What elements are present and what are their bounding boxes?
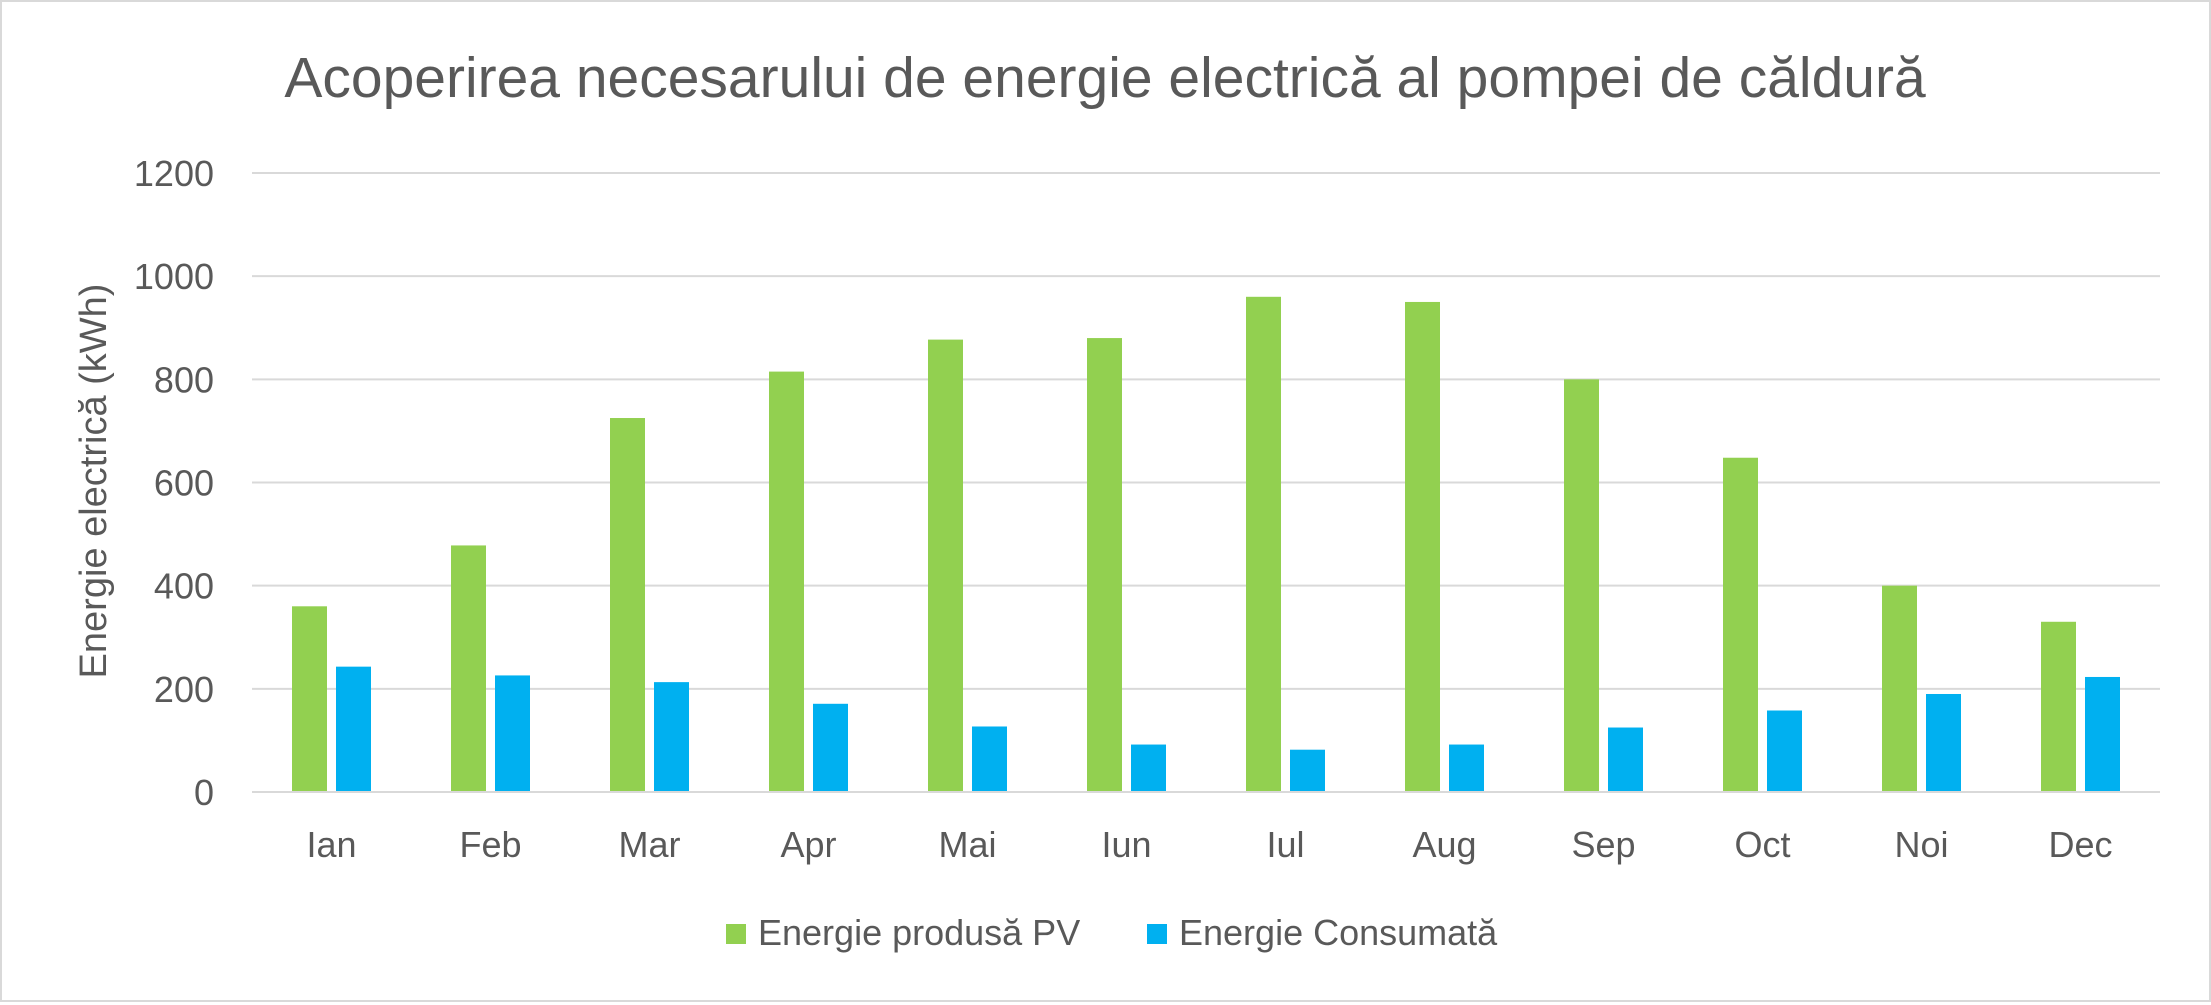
- bar-energie-consumata: [813, 703, 848, 792]
- x-tick-label: Sep: [1571, 824, 1635, 865]
- x-tick-label: Iun: [1101, 824, 1151, 865]
- bar-energie-produsa-pv: [2041, 621, 2076, 792]
- y-tick-label: 400: [154, 566, 214, 607]
- bar-energie-consumata: [1608, 727, 1643, 792]
- bar-energie-consumata: [495, 675, 530, 792]
- bar-energie-produsa-pv: [769, 371, 804, 792]
- legend-swatch: [726, 924, 746, 944]
- y-tick-label: 200: [154, 669, 214, 710]
- bar-energie-produsa-pv: [1087, 338, 1122, 792]
- y-axis-ticks: 0 200 400 600 800 1000 1200: [134, 153, 214, 813]
- y-tick-label: 0: [194, 772, 214, 813]
- bar-energie-consumata: [654, 682, 689, 792]
- x-axis-ticks: Ian Feb Mar Apr Mai Iun Iul Aug Sep Oct Noi Dec: [306, 824, 2112, 865]
- x-tick-label: Aug: [1412, 824, 1476, 865]
- legend-label: Energie produsă PV: [758, 912, 1080, 953]
- gridlines: [252, 172, 2160, 690]
- bars: [292, 296, 2120, 792]
- bar-energie-consumata: [1767, 710, 1802, 792]
- y-tick-label: 800: [154, 359, 214, 400]
- y-axis-title: Energie electrică (kWh): [73, 284, 115, 679]
- legend-swatch: [1147, 924, 1167, 944]
- bar-energie-produsa-pv: [292, 606, 327, 792]
- bar-energie-consumata: [1131, 744, 1166, 792]
- x-tick-label: Iul: [1266, 824, 1304, 865]
- x-tick-label: Apr: [780, 824, 836, 865]
- bar-energie-consumata: [336, 666, 371, 792]
- x-tick-label: Feb: [459, 824, 521, 865]
- bar-energie-produsa-pv: [1246, 296, 1281, 792]
- bar-energie-produsa-pv: [451, 545, 486, 792]
- bar-energie-produsa-pv: [928, 339, 963, 792]
- legend: Energie produsă PV Energie Consumată: [726, 912, 1498, 953]
- y-tick-label: 1200: [134, 153, 214, 194]
- x-tick-label: Noi: [1894, 824, 1948, 865]
- x-tick-label: Mai: [938, 824, 996, 865]
- bar-energie-produsa-pv: [1405, 301, 1440, 792]
- bar-energie-consumata: [1926, 693, 1961, 792]
- x-tick-label: Ian: [306, 824, 356, 865]
- bar-energie-consumata: [1449, 744, 1484, 792]
- bar-energie-produsa-pv: [1882, 585, 1917, 792]
- legend-label: Energie Consumată: [1179, 912, 1498, 953]
- bar-energie-consumata: [2085, 676, 2120, 792]
- bar-energie-produsa-pv: [610, 418, 645, 792]
- chart-title: Acoperirea necesarului de energie electr…: [284, 46, 1926, 110]
- bar-energie-produsa-pv: [1564, 379, 1599, 792]
- bar-energie-produsa-pv: [1723, 457, 1758, 792]
- x-tick-label: Oct: [1734, 824, 1790, 865]
- y-tick-label: 1000: [134, 256, 214, 297]
- x-tick-label: Mar: [619, 824, 681, 865]
- y-tick-label: 600: [154, 463, 214, 504]
- bar-energie-consumata: [972, 726, 1007, 792]
- x-tick-label: Dec: [2048, 824, 2112, 865]
- bar-energie-consumata: [1290, 749, 1325, 792]
